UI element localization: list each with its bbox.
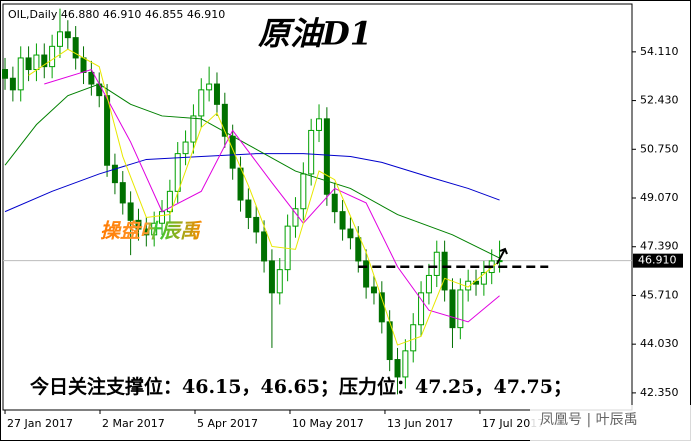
last-price-box	[633, 253, 683, 268]
x-tick-label: 10 May 2017	[292, 417, 364, 430]
candle-body	[80, 57, 87, 73]
candle-body	[111, 164, 118, 184]
candle-body	[245, 199, 252, 218]
candle-body	[119, 182, 126, 204]
candle-body	[221, 103, 228, 137]
x-tick-label: 27 Jan 2017	[7, 417, 73, 430]
candle-body	[135, 219, 142, 230]
candle-body	[449, 289, 456, 329]
candle-body	[151, 222, 158, 236]
candle-body	[418, 292, 425, 326]
y-tick-label: 45.710	[640, 288, 679, 301]
candle-body	[331, 193, 338, 213]
candle-body	[88, 71, 95, 85]
x-tick-label: 17 Jul 2017	[482, 417, 544, 430]
candle-body	[433, 251, 440, 276]
candle-body	[17, 57, 24, 91]
plot-area	[2, 3, 633, 411]
candle-body	[72, 37, 79, 59]
candle-body	[41, 54, 48, 68]
candle-body	[363, 260, 370, 288]
candle-body	[206, 83, 213, 91]
candle-body	[480, 272, 487, 285]
candle-body	[347, 228, 354, 239]
moving-average	[4, 83, 500, 259]
footer: 凤凰号 | 叶辰禹	[540, 412, 638, 428]
x-tick-label: 5 Apr 2017	[197, 417, 258, 430]
candle-body	[300, 173, 307, 210]
candle-body	[402, 350, 409, 378]
candle-body	[394, 359, 401, 378]
candle-body	[104, 95, 111, 166]
candle-body	[308, 129, 315, 175]
candle-body	[457, 289, 464, 329]
candle-body	[237, 167, 244, 201]
candle-body	[268, 260, 275, 294]
candle-body	[143, 228, 150, 236]
annotation: 今日关注支撑位：46.15，46.65；压力位：47.25，47.75；	[29, 375, 572, 398]
candle-body	[166, 190, 173, 213]
candle-body	[425, 274, 432, 294]
header: OIL,Daily 46.880 46.910 46.855 46.910	[8, 8, 225, 21]
candle-body	[410, 324, 417, 352]
candle-body	[33, 54, 40, 71]
moving-average	[28, 48, 500, 346]
candle-body	[190, 115, 197, 143]
candle-body	[56, 31, 63, 47]
chart-title: 原油D1	[258, 15, 372, 53]
candle-body	[2, 69, 9, 79]
candle-body	[323, 118, 330, 195]
y-tick-label: 49.070	[640, 191, 679, 204]
candle-body	[261, 231, 268, 262]
footer-bg	[530, 405, 691, 441]
candle-body	[198, 89, 205, 117]
moving-average	[4, 153, 500, 213]
candle-body	[64, 31, 71, 39]
x-tick-label: 13 Jun 2017	[387, 417, 453, 430]
candle-body	[49, 45, 56, 68]
candle-body	[355, 237, 362, 262]
y-tick-label: 54.110	[640, 45, 679, 58]
y-tick-label: 47.390	[640, 240, 679, 253]
candle-body	[370, 286, 377, 294]
candle-body	[316, 118, 323, 131]
y-tick-label: 52.430	[640, 94, 679, 107]
candle-body	[276, 269, 283, 294]
candle-body	[441, 251, 448, 291]
candle-body	[213, 83, 220, 105]
candle-body	[25, 57, 32, 71]
y-tick-label: 44.030	[640, 337, 679, 350]
arrow	[496, 247, 508, 265]
x-tick-label: 2 Mar 2017	[102, 417, 165, 430]
y-tick-label: 50.750	[640, 142, 679, 155]
y-tick-label: 42.350	[640, 386, 679, 399]
watermark: 操盘叶辰禹	[100, 219, 203, 243]
last-price-label: 46.910	[638, 254, 677, 267]
moving-average	[44, 68, 500, 323]
candle-body	[96, 83, 103, 97]
candle-body	[9, 77, 16, 91]
candle-body	[253, 216, 260, 233]
candle-body	[182, 141, 189, 155]
candle-body	[174, 153, 181, 192]
plot-layer: 54.110 52.430 50.750 49.070 47.390 45.710 44.0…	[2, 8, 683, 430]
candle-body	[292, 208, 299, 227]
candle-body	[127, 202, 134, 221]
candle-body	[339, 211, 346, 230]
